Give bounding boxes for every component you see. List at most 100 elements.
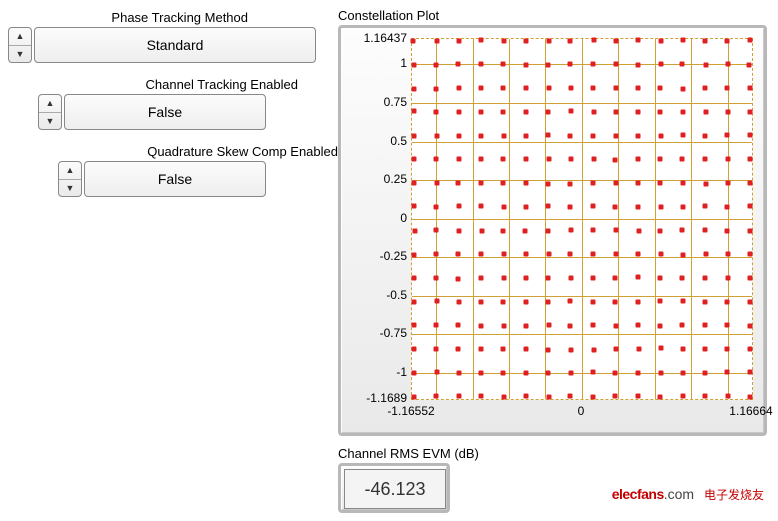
data-point [703, 133, 708, 138]
data-point [702, 85, 707, 90]
data-point [613, 61, 618, 66]
data-point [411, 157, 416, 162]
y-tick: 0.75 [384, 95, 407, 109]
data-point [613, 393, 618, 398]
data-point [591, 62, 596, 67]
gridline [412, 373, 752, 374]
data-point [501, 204, 506, 209]
data-point [412, 109, 417, 114]
data-point [658, 299, 663, 304]
data-point [479, 347, 484, 352]
data-point [568, 156, 573, 161]
quad-skew-field[interactable]: False [84, 161, 266, 197]
quad-skew-spinner[interactable]: ▲ ▼ [58, 161, 82, 197]
data-point [411, 133, 416, 138]
channel-tracking-spinner[interactable]: ▲ ▼ [38, 94, 62, 130]
data-point [412, 252, 417, 257]
data-point [680, 394, 685, 399]
data-point [568, 251, 573, 256]
data-point [479, 204, 484, 209]
data-point [546, 323, 551, 328]
data-point [546, 229, 551, 234]
data-point [412, 181, 417, 186]
data-point [456, 394, 461, 399]
data-point [658, 204, 663, 209]
data-point [747, 229, 752, 234]
phase-tracking-field[interactable]: Standard [34, 27, 316, 63]
data-point [702, 299, 707, 304]
y-tick: -0.75 [380, 326, 407, 340]
data-point [546, 109, 551, 114]
data-point [680, 156, 685, 161]
data-point [725, 86, 730, 91]
data-point [456, 276, 461, 281]
data-point [412, 229, 417, 234]
data-point [523, 85, 528, 90]
data-point [725, 180, 730, 185]
data-point [568, 323, 573, 328]
data-point [748, 204, 753, 209]
data-point [457, 157, 462, 162]
chevron-up-icon[interactable]: ▲ [39, 95, 61, 113]
gridline [412, 257, 752, 258]
data-point [636, 322, 641, 327]
data-point [748, 110, 753, 115]
data-point [658, 109, 663, 114]
data-point [613, 370, 618, 375]
data-point [726, 110, 731, 115]
data-point [568, 393, 573, 398]
y-tick: 0 [400, 211, 407, 225]
data-point [412, 394, 417, 399]
data-point [479, 323, 484, 328]
data-point [546, 394, 551, 399]
data-point [725, 322, 730, 327]
data-point [591, 347, 596, 352]
data-point [613, 299, 618, 304]
gridline [412, 296, 752, 297]
data-point [680, 133, 685, 138]
data-point [703, 252, 708, 257]
data-point [747, 299, 752, 304]
data-point [725, 347, 730, 352]
data-point [501, 276, 506, 281]
watermark: elecfans.com 电子发烧友 [612, 486, 764, 503]
data-point [456, 62, 461, 67]
chevron-up-icon[interactable]: ▲ [9, 28, 31, 46]
y-tick: 0.5 [390, 134, 407, 148]
data-point [636, 109, 641, 114]
data-point [434, 394, 439, 399]
channel-tracking-label: Channel Tracking Enabled [38, 77, 338, 92]
data-point [456, 204, 461, 209]
data-point [523, 394, 528, 399]
data-point [636, 157, 641, 162]
chevron-down-icon[interactable]: ▼ [39, 113, 61, 130]
channel-tracking-field[interactable]: False [64, 94, 266, 130]
data-point [613, 85, 618, 90]
data-point [613, 276, 618, 281]
data-point [501, 109, 506, 114]
data-point [591, 395, 596, 400]
phase-tracking-spinner[interactable]: ▲ ▼ [8, 27, 32, 63]
data-point [591, 300, 596, 305]
data-point [456, 133, 461, 138]
chevron-down-icon[interactable]: ▼ [9, 46, 31, 63]
data-point [703, 181, 708, 186]
data-point [613, 205, 618, 210]
data-point [636, 204, 641, 209]
data-point [590, 181, 595, 186]
data-point [501, 39, 506, 44]
chevron-up-icon[interactable]: ▲ [59, 162, 81, 180]
data-point [523, 323, 528, 328]
data-point [613, 323, 618, 328]
y-tick: -1.1689 [366, 391, 407, 405]
data-point [434, 156, 439, 161]
plot-area [411, 38, 753, 400]
chevron-down-icon[interactable]: ▼ [59, 180, 81, 197]
data-point [568, 38, 573, 43]
data-point [456, 347, 461, 352]
y-tick: 1.16437 [364, 31, 407, 45]
data-point [725, 299, 730, 304]
data-point [501, 85, 506, 90]
data-point [546, 181, 551, 186]
data-point [412, 322, 417, 327]
